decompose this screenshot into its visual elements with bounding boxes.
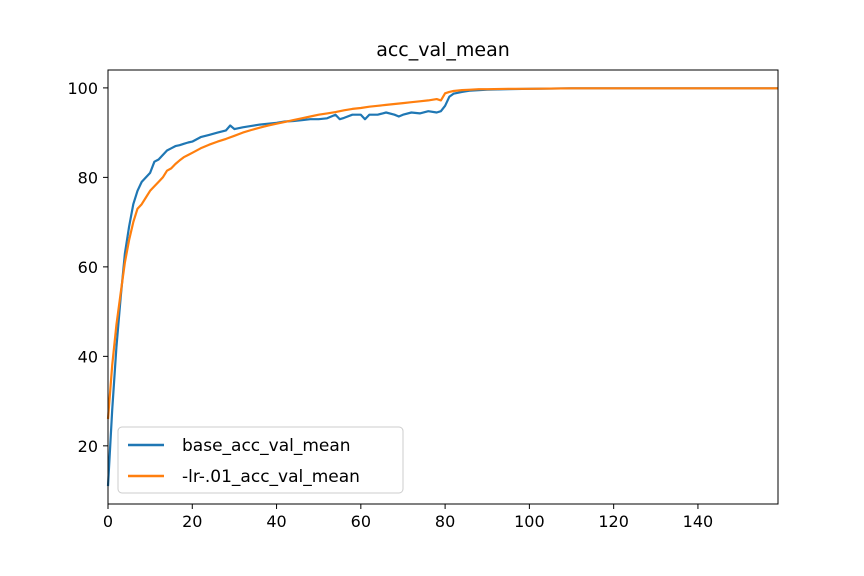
legend-label-lr: -lr-.01_acc_val_mean: [182, 467, 360, 487]
x-tick-label: 100: [514, 512, 545, 531]
x-tick-label: 120: [598, 512, 629, 531]
y-tick-label: 60: [78, 258, 98, 277]
plot-area: [106, 87, 778, 487]
series-line-1: [106, 87, 778, 420]
x-tick-label: 20: [182, 512, 202, 531]
x-tick-label: 60: [351, 512, 371, 531]
x-tick-label: 80: [435, 512, 455, 531]
legend-label-base: base_acc_val_mean: [182, 436, 351, 456]
series-line-0: [106, 87, 778, 487]
x-tick-label: 40: [266, 512, 286, 531]
y-tick-label: 100: [67, 79, 98, 98]
y-tick-label: 20: [78, 437, 98, 456]
y-tick-label: 40: [78, 347, 98, 366]
x-tick-label: 140: [683, 512, 714, 531]
x-axis: 0 20 40 60 80 100 120 140: [103, 504, 713, 531]
legend-box: [117, 426, 404, 494]
y-tick-label: 80: [78, 168, 98, 187]
legend: base_acc_val_mean -lr-.01_acc_val_mean: [117, 426, 404, 494]
chart-title: acc_val_mean: [376, 39, 510, 61]
y-axis: 20 40 60 80 100: [67, 79, 108, 456]
axes-frame: [107, 69, 779, 505]
x-tick-label: 0: [103, 512, 113, 531]
